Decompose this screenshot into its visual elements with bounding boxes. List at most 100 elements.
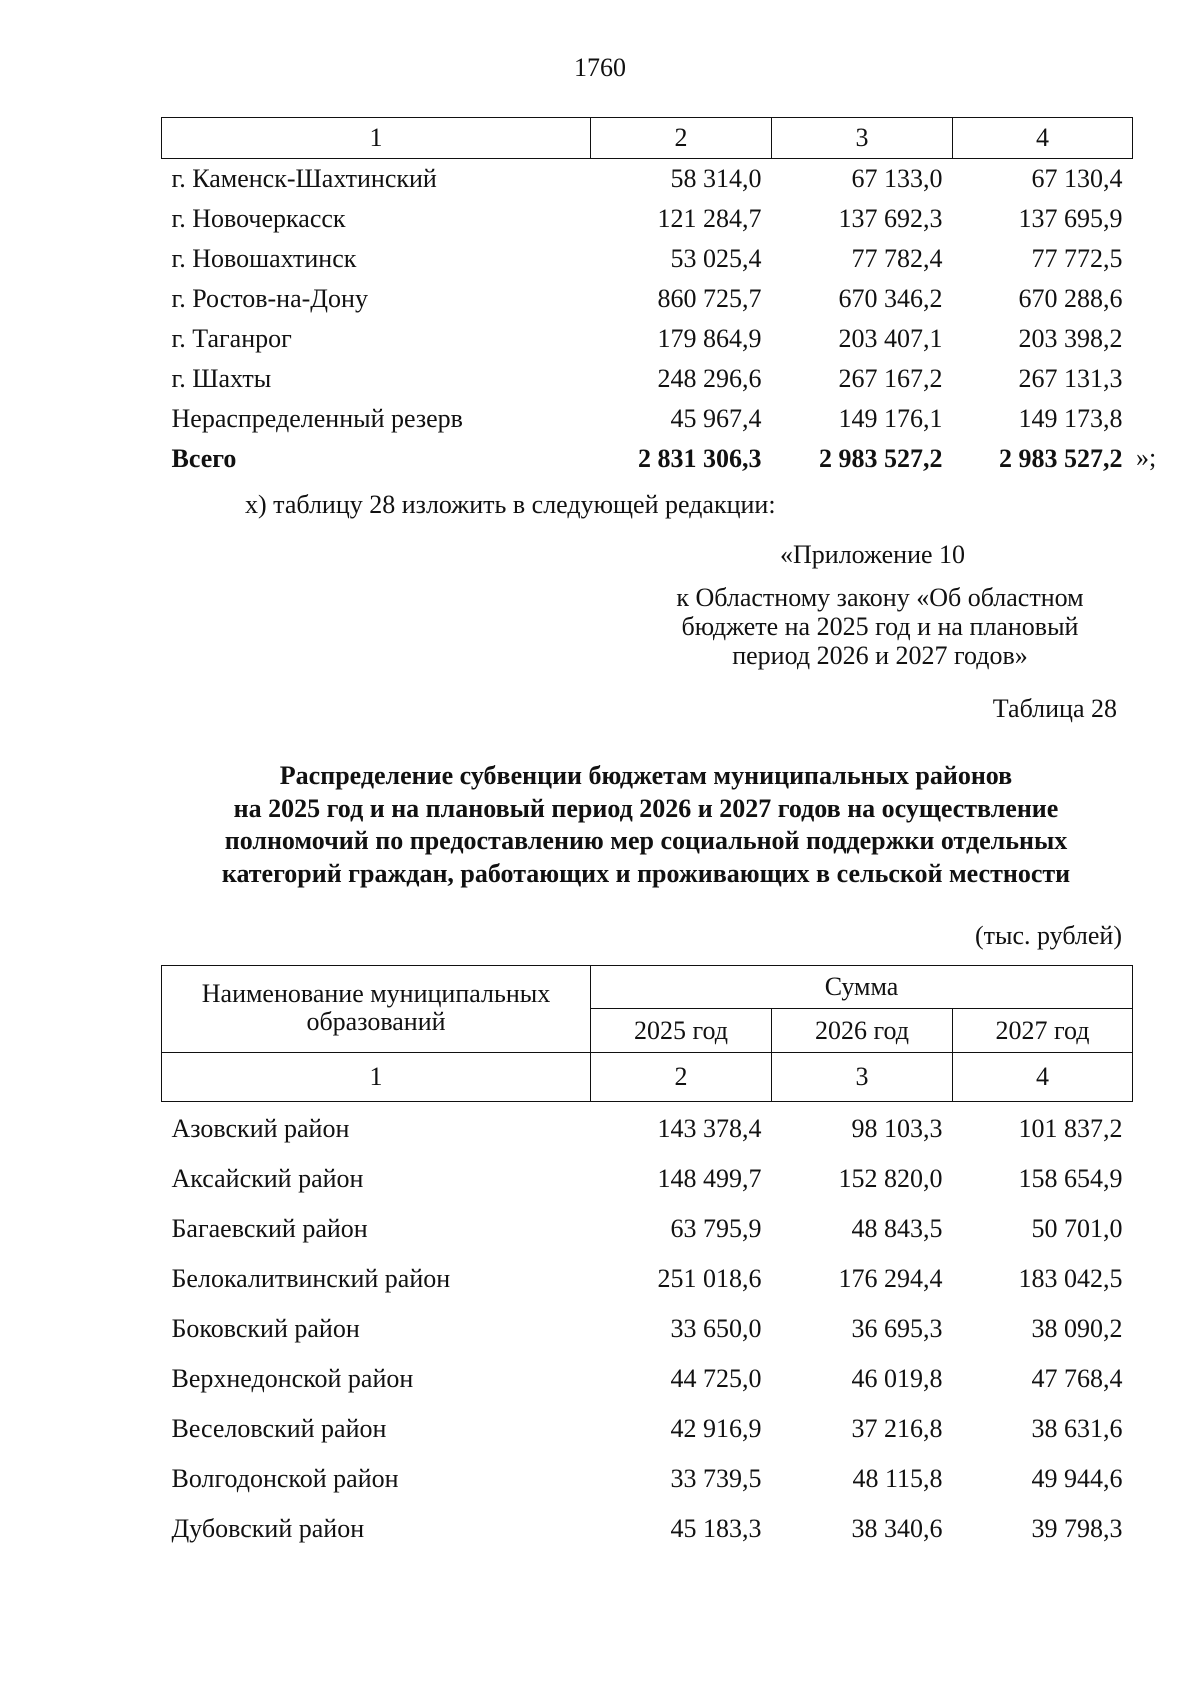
value-2027: 77 772,5 [1031, 244, 1123, 273]
total-2027: 2 983 527,2 [999, 444, 1123, 473]
table-row: г. Шахты 248 296,6 267 167,2 267 131,3 [162, 359, 1133, 399]
total-label: Всего [171, 444, 237, 473]
column-number-row: 1 2 3 4 [161, 1052, 1134, 1102]
row-name: г. Каменск-Шахтинский [171, 164, 437, 193]
table-row: Белокалитвинский район 251 018,6 176 294,4… [162, 1254, 1133, 1304]
table-row: Азовский район 143 378,4 98 103,3 101 837,2 [162, 1104, 1133, 1154]
value-2027: 67 130,4 [1031, 164, 1123, 193]
row-name: Нераспределенный резерв [171, 404, 463, 433]
column-number: 3 [771, 1052, 953, 1102]
table-row: г. Новошахтинск 53 025,4 77 782,4 77 772,5 [162, 239, 1133, 279]
header-year-2026: 2026 год [771, 1008, 953, 1053]
table-row: г. Новочеркасск 121 284,7 137 692,3 137 695… [162, 199, 1133, 239]
table-row: г. Таганрог 179 864,9 203 407,1 203 398,2 [162, 319, 1133, 359]
value-2026: 98 103,3 [851, 1113, 943, 1143]
row-name: Веселовский район [171, 1413, 387, 1443]
value-2027: 158 654,9 [1018, 1163, 1123, 1193]
value-2026: 176 294,4 [838, 1263, 943, 1293]
row-name: Дубовский район [171, 1513, 365, 1543]
row-name: Белокалитвинский район [171, 1263, 451, 1293]
value-2025: 44 725,0 [670, 1363, 762, 1393]
value-2027: 50 701,0 [1031, 1213, 1123, 1243]
header-year-2027: 2027 год [951, 1008, 1134, 1053]
header-sum: Сумма [589, 965, 1134, 1009]
value-2025: 33 650,0 [670, 1313, 762, 1343]
heading-line: категорий граждан, работающих и проживаю… [221, 858, 1071, 888]
row-name: Багаевский район [171, 1213, 368, 1243]
column-number: 1 [161, 1052, 591, 1102]
value-2026: 38 340,6 [851, 1513, 943, 1543]
row-name: Аксайский район [171, 1163, 364, 1193]
value-2025: 53 025,4 [670, 244, 762, 273]
table-label: Таблица 28 [992, 694, 1117, 723]
row-name: г. Ростов-на-Дону [171, 284, 368, 313]
total-row: Всего 2 831 306,3 2 983 527,2 2 983 527,… [162, 439, 1133, 479]
row-name: Азовский район [171, 1113, 350, 1143]
value-2026: 67 133,0 [851, 164, 943, 193]
value-2027: 183 042,5 [1018, 1263, 1123, 1293]
page-number: 1760 [574, 53, 626, 82]
table-row: г. Ростов-на-Дону 860 725,7 670 346,2 670 2… [162, 279, 1133, 319]
value-2026: 46 019,8 [851, 1363, 943, 1393]
value-2025: 148 499,7 [657, 1163, 762, 1193]
value-2025: 58 314,0 [670, 164, 762, 193]
value-2027: 47 768,4 [1031, 1363, 1123, 1393]
row-name: г. Новошахтинск [171, 244, 357, 273]
instruction-text: х) таблицу 28 изложить в следующей редак… [245, 490, 776, 519]
value-2025: 63 795,9 [670, 1213, 762, 1243]
value-2027: 137 695,9 [1018, 204, 1123, 233]
value-2027: 49 944,6 [1031, 1463, 1123, 1493]
value-2027: 101 837,2 [1018, 1113, 1123, 1143]
value-2027: 38 090,2 [1031, 1313, 1123, 1343]
row-name: г. Новочеркасск [171, 204, 346, 233]
total-2025: 2 831 306,3 [638, 444, 762, 473]
table-row: Багаевский район 63 795,9 48 843,5 50 701,0 [162, 1204, 1133, 1254]
value-2025: 45 183,3 [670, 1513, 762, 1543]
value-2027: 670 288,6 [1018, 284, 1123, 313]
table-row: Боковский район 33 650,0 36 695,3 38 090,2 [162, 1304, 1133, 1354]
value-2027: 203 398,2 [1018, 324, 1123, 353]
closing-quote: »; [1136, 443, 1157, 472]
value-2025: 121 284,7 [657, 204, 762, 233]
table-row: Нераспределенный резерв 45 967,4 149 176,1… [162, 399, 1133, 439]
column-number: 2 [590, 117, 772, 159]
value-2025: 143 378,4 [657, 1113, 762, 1143]
value-2025: 860 725,7 [657, 284, 762, 313]
value-2026: 37 216,8 [851, 1413, 943, 1443]
table-row: Дубовский район 45 183,3 38 340,6 39 798,3 [162, 1504, 1133, 1554]
row-name: Боковский район [171, 1313, 360, 1343]
value-2025: 45 967,4 [670, 404, 762, 433]
value-2026: 77 782,4 [851, 244, 943, 273]
subvention-table: Наименование муниципальных образований С… [161, 965, 1134, 1554]
appendix-title: «Приложение 10 [780, 540, 966, 569]
total-2026: 2 983 527,2 [819, 444, 943, 473]
value-2026: 137 692,3 [838, 204, 943, 233]
value-2026: 267 167,2 [838, 364, 943, 393]
value-2025: 248 296,6 [657, 364, 762, 393]
header-name-column: Наименование муниципальных образований [161, 965, 591, 1053]
row-name: Верхнедонской район [171, 1363, 414, 1393]
table-continuation: 1 2 3 4 г. Каменск-Шахтинский 58 314,0 67 … [161, 117, 1133, 479]
row-name: Волгодонской район [171, 1463, 399, 1493]
value-2026: 670 346,2 [838, 284, 943, 313]
value-2026: 152 820,0 [838, 1163, 943, 1193]
value-2026: 149 176,1 [838, 404, 943, 433]
column-number: 2 [590, 1052, 772, 1102]
appendix-line: к Областному закону «Об областном [676, 583, 1084, 612]
table-heading: Распределение субвенции бюджетам муницип… [0, 760, 1200, 890]
value-2027: 39 798,3 [1031, 1513, 1123, 1543]
value-2026: 48 115,8 [852, 1463, 943, 1493]
heading-line: на 2025 год и на плановый период 2026 и … [233, 793, 1059, 823]
heading-line: полномочий по предоставлению мер социаль… [224, 826, 1068, 855]
appendix-reference: к Областному закону «Об областном бюджет… [640, 583, 1120, 670]
value-2025: 42 916,9 [670, 1413, 762, 1443]
row-name: г. Таганрог [171, 324, 292, 353]
row-name: г. Шахты [171, 364, 272, 393]
value-2025: 179 864,9 [657, 324, 762, 353]
table-row: Верхнедонской район 44 725,0 46 019,8 47 76… [162, 1354, 1133, 1404]
column-number: 4 [951, 1052, 1134, 1102]
value-2026: 48 843,5 [851, 1213, 943, 1243]
value-2026: 36 695,3 [851, 1313, 943, 1343]
value-2027: 38 631,6 [1031, 1413, 1123, 1443]
table-row: Волгодонской район 33 739,5 48 115,8 49 944… [162, 1454, 1133, 1504]
